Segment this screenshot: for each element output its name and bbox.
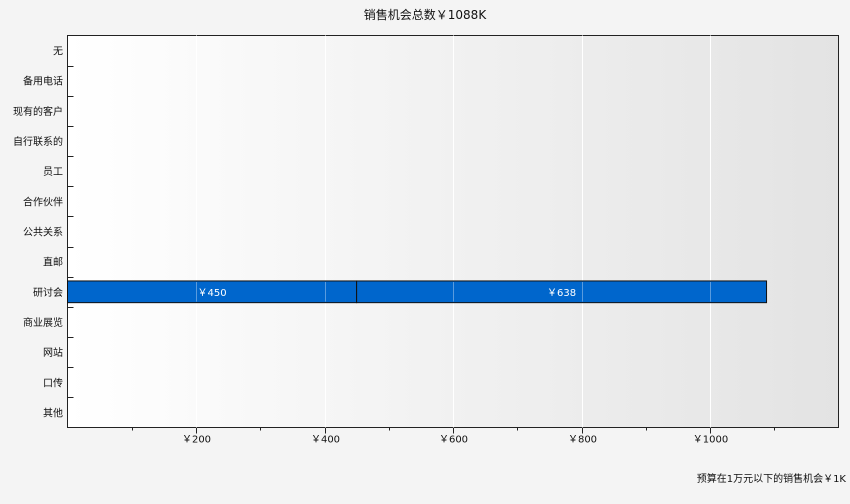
axes: ￥200 ￥400 ￥600 ￥800 ￥1000 无备用电话现有的客户自行联系的员工合作… <box>13 47 775 446</box>
category-label: 口传 <box>43 377 63 389</box>
category-label: 商业展览 <box>23 316 63 329</box>
x-tick-label: ￥400 <box>311 435 340 446</box>
x-tick-label: ￥200 <box>182 435 211 446</box>
bars: ￥450 ￥638 <box>67 280 768 304</box>
category-label: 员工 <box>43 166 63 178</box>
grid-lines <box>196 35 711 428</box>
category-label: 无 <box>53 47 63 58</box>
category-label: 网站 <box>43 346 63 359</box>
bar-segment[interactable] <box>356 280 768 304</box>
category-label: 自行联系的 <box>13 135 63 148</box>
x-tick-label: ￥600 <box>439 435 468 446</box>
category-label: 其他 <box>43 406 63 419</box>
x-tick-label: ￥1000 <box>693 435 728 446</box>
category-label: 现有的客户 <box>13 105 63 118</box>
category-label: 公共关系 <box>23 226 63 239</box>
x-tick-label: ￥800 <box>568 435 597 446</box>
bar-data-label: ￥638 <box>547 288 576 299</box>
category-label: 合作伙伴 <box>23 195 63 208</box>
chart-title: 销售机会总数￥1088K <box>364 7 488 22</box>
category-label: 备用电话 <box>23 75 63 88</box>
chart-footnote: 预算在1万元以下的销售机会￥1K <box>697 472 847 485</box>
category-label: 研讨会 <box>33 286 63 299</box>
category-label: 直邮 <box>43 256 63 269</box>
bar-data-label: ￥450 <box>198 288 227 299</box>
